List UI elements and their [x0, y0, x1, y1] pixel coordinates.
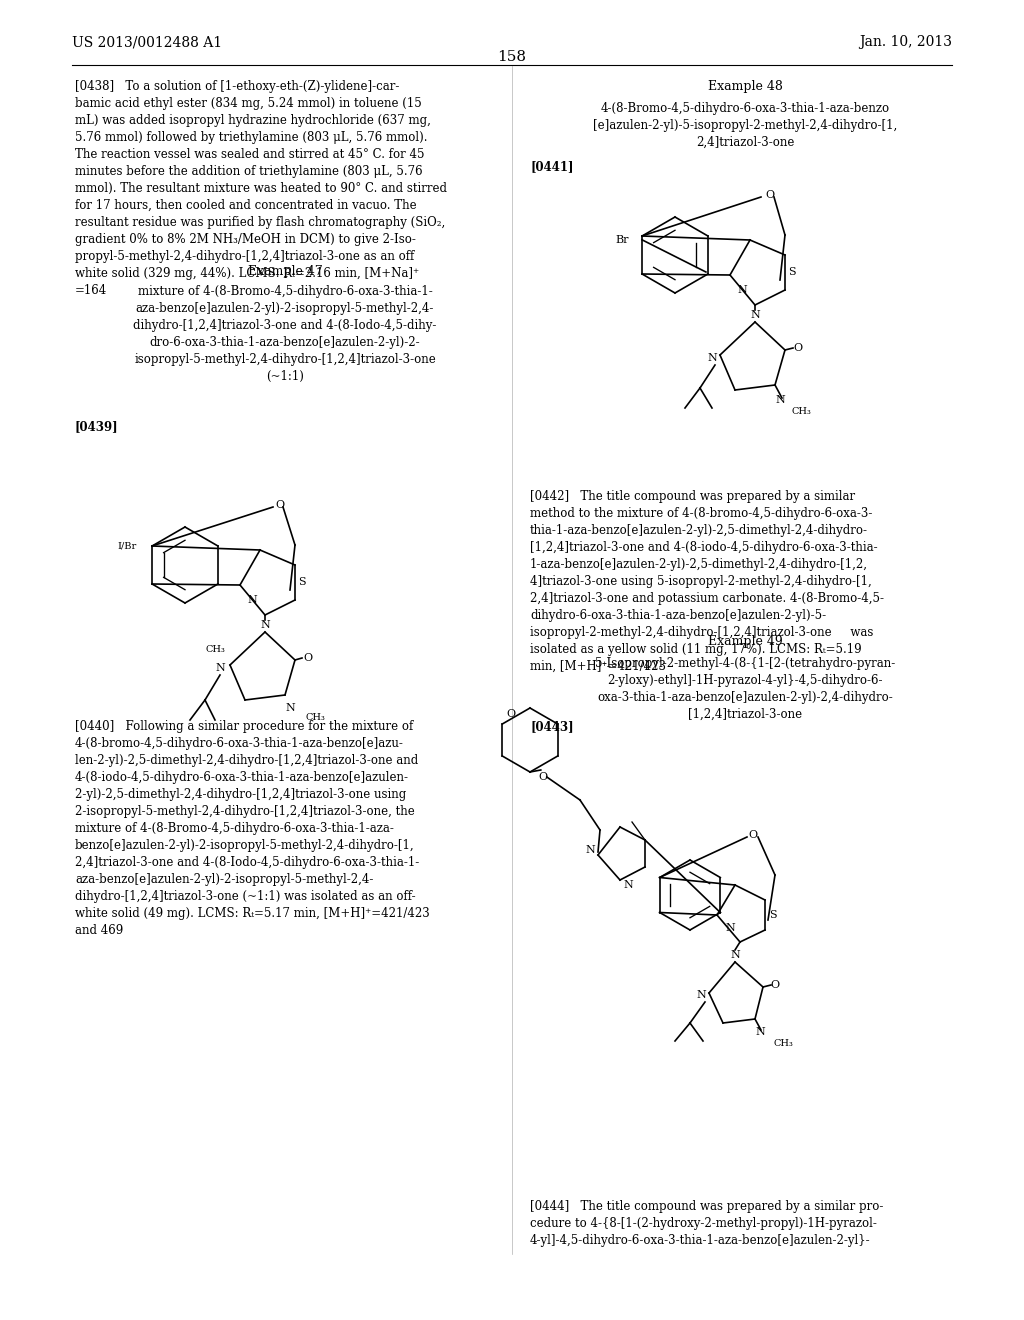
- Text: CH₃: CH₃: [773, 1039, 793, 1048]
- Text: CH₃: CH₃: [205, 645, 225, 655]
- Text: N: N: [730, 950, 740, 960]
- Text: O: O: [749, 830, 758, 840]
- Text: N: N: [737, 285, 746, 294]
- Text: [0443]: [0443]: [530, 719, 573, 733]
- Text: [0441]: [0441]: [530, 160, 573, 173]
- Text: S: S: [769, 909, 777, 920]
- Text: Example 47: Example 47: [248, 265, 323, 279]
- Text: N: N: [260, 620, 270, 630]
- Text: [0438]   To a solution of [1-ethoxy-eth-(Z)-ylidene]-car-
bamic acid ethyl ester: [0438] To a solution of [1-ethoxy-eth-(Z…: [75, 81, 447, 297]
- Text: O: O: [303, 653, 312, 663]
- Text: mixture of 4-(8-Bromo-4,5-dihydro-6-oxa-3-thia-1-
aza-benzo[e]azulen-2-yl)-2-iso: mixture of 4-(8-Bromo-4,5-dihydro-6-oxa-…: [133, 285, 436, 383]
- Text: S: S: [298, 577, 306, 587]
- Text: O: O: [794, 343, 803, 352]
- Text: S: S: [788, 267, 796, 277]
- Text: Example 49: Example 49: [708, 635, 782, 648]
- Text: N: N: [696, 990, 706, 1001]
- Text: CH₃: CH₃: [305, 714, 325, 722]
- Text: [0440]   Following a similar procedure for the mixture of
4-(8-bromo-4,5-dihydro: [0440] Following a similar procedure for…: [75, 719, 430, 937]
- Text: Example 48: Example 48: [708, 81, 782, 92]
- Text: N: N: [708, 352, 717, 363]
- Text: CH₃: CH₃: [792, 408, 812, 417]
- Text: O: O: [765, 190, 774, 201]
- Text: 5-Isopropyl-2-methyl-4-(8-{1-[2-(tetrahydro-pyran-
2-yloxy)-ethyl]-1H-pyrazol-4-: 5-Isopropyl-2-methyl-4-(8-{1-[2-(tetrahy…: [595, 657, 895, 721]
- Text: O: O: [506, 709, 515, 719]
- Text: US 2013/0012488 A1: US 2013/0012488 A1: [72, 36, 222, 49]
- Text: N: N: [247, 595, 257, 605]
- Text: N: N: [755, 1027, 765, 1038]
- Text: N: N: [585, 845, 595, 855]
- Text: [0439]: [0439]: [75, 420, 119, 433]
- Text: O: O: [275, 500, 285, 510]
- Text: 4-(8-Bromo-4,5-dihydro-6-oxa-3-thia-1-aza-benzo
[e]azulen-2-yl)-5-isopropyl-2-me: 4-(8-Bromo-4,5-dihydro-6-oxa-3-thia-1-az…: [593, 102, 897, 149]
- Text: Br: Br: [615, 235, 629, 244]
- Text: Jan. 10, 2013: Jan. 10, 2013: [859, 36, 952, 49]
- Text: N: N: [624, 880, 633, 890]
- Text: [0442]   The title compound was prepared by a similar
method to the mixture of 4: [0442] The title compound was prepared b…: [530, 490, 884, 673]
- Text: I/Br: I/Br: [118, 541, 137, 550]
- Text: 158: 158: [498, 50, 526, 63]
- Text: N: N: [775, 395, 784, 405]
- Text: N: N: [215, 663, 225, 673]
- Text: [0444]   The title compound was prepared by a similar pro-
cedure to 4-{8-[1-(2-: [0444] The title compound was prepared b…: [530, 1200, 884, 1247]
- Text: O: O: [770, 979, 779, 990]
- Text: N: N: [751, 310, 760, 319]
- Text: N: N: [725, 923, 735, 933]
- Text: N: N: [285, 704, 295, 713]
- Text: O: O: [539, 772, 548, 781]
